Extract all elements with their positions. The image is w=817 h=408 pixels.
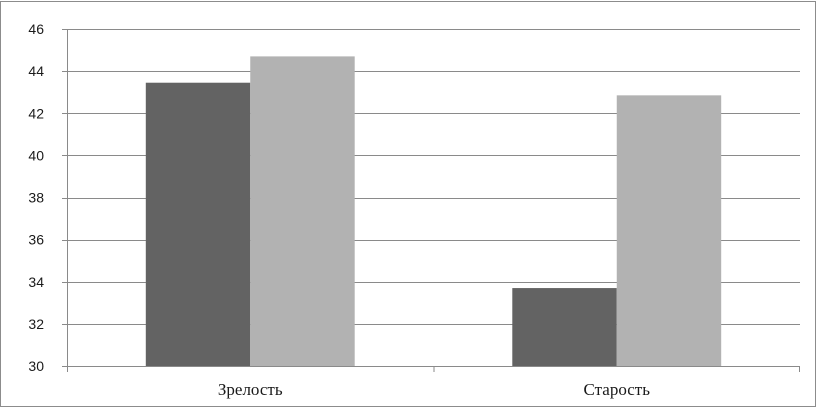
y-tick-label: 30 (28, 358, 44, 374)
y-tick-label: 34 (28, 274, 44, 290)
bar-Зрелость-series-1 (145, 82, 251, 366)
y-tick-label: 36 (28, 232, 44, 248)
y-tick-label: 42 (28, 105, 44, 121)
y-tick-label: 44 (28, 63, 44, 79)
y-axis-tick-labels: 30 32 34 36 38 40 42 44 46 (28, 21, 44, 374)
axes (62, 29, 800, 372)
x-tick-label: Старость (584, 380, 651, 399)
bars (145, 56, 722, 367)
bar-Старость-series-1 (512, 288, 617, 366)
y-tick-label: 38 (28, 190, 44, 206)
y-tick-label: 46 (28, 21, 44, 37)
y-tick-label: 40 (28, 147, 44, 163)
bar-Зрелость-series-2 (250, 56, 355, 366)
bar-Старость-series-2 (616, 95, 722, 367)
y-tick-label: 32 (28, 316, 44, 332)
x-axis-tick-labels: Зрелость Старость (218, 380, 650, 399)
x-tick-label: Зрелость (218, 380, 283, 399)
